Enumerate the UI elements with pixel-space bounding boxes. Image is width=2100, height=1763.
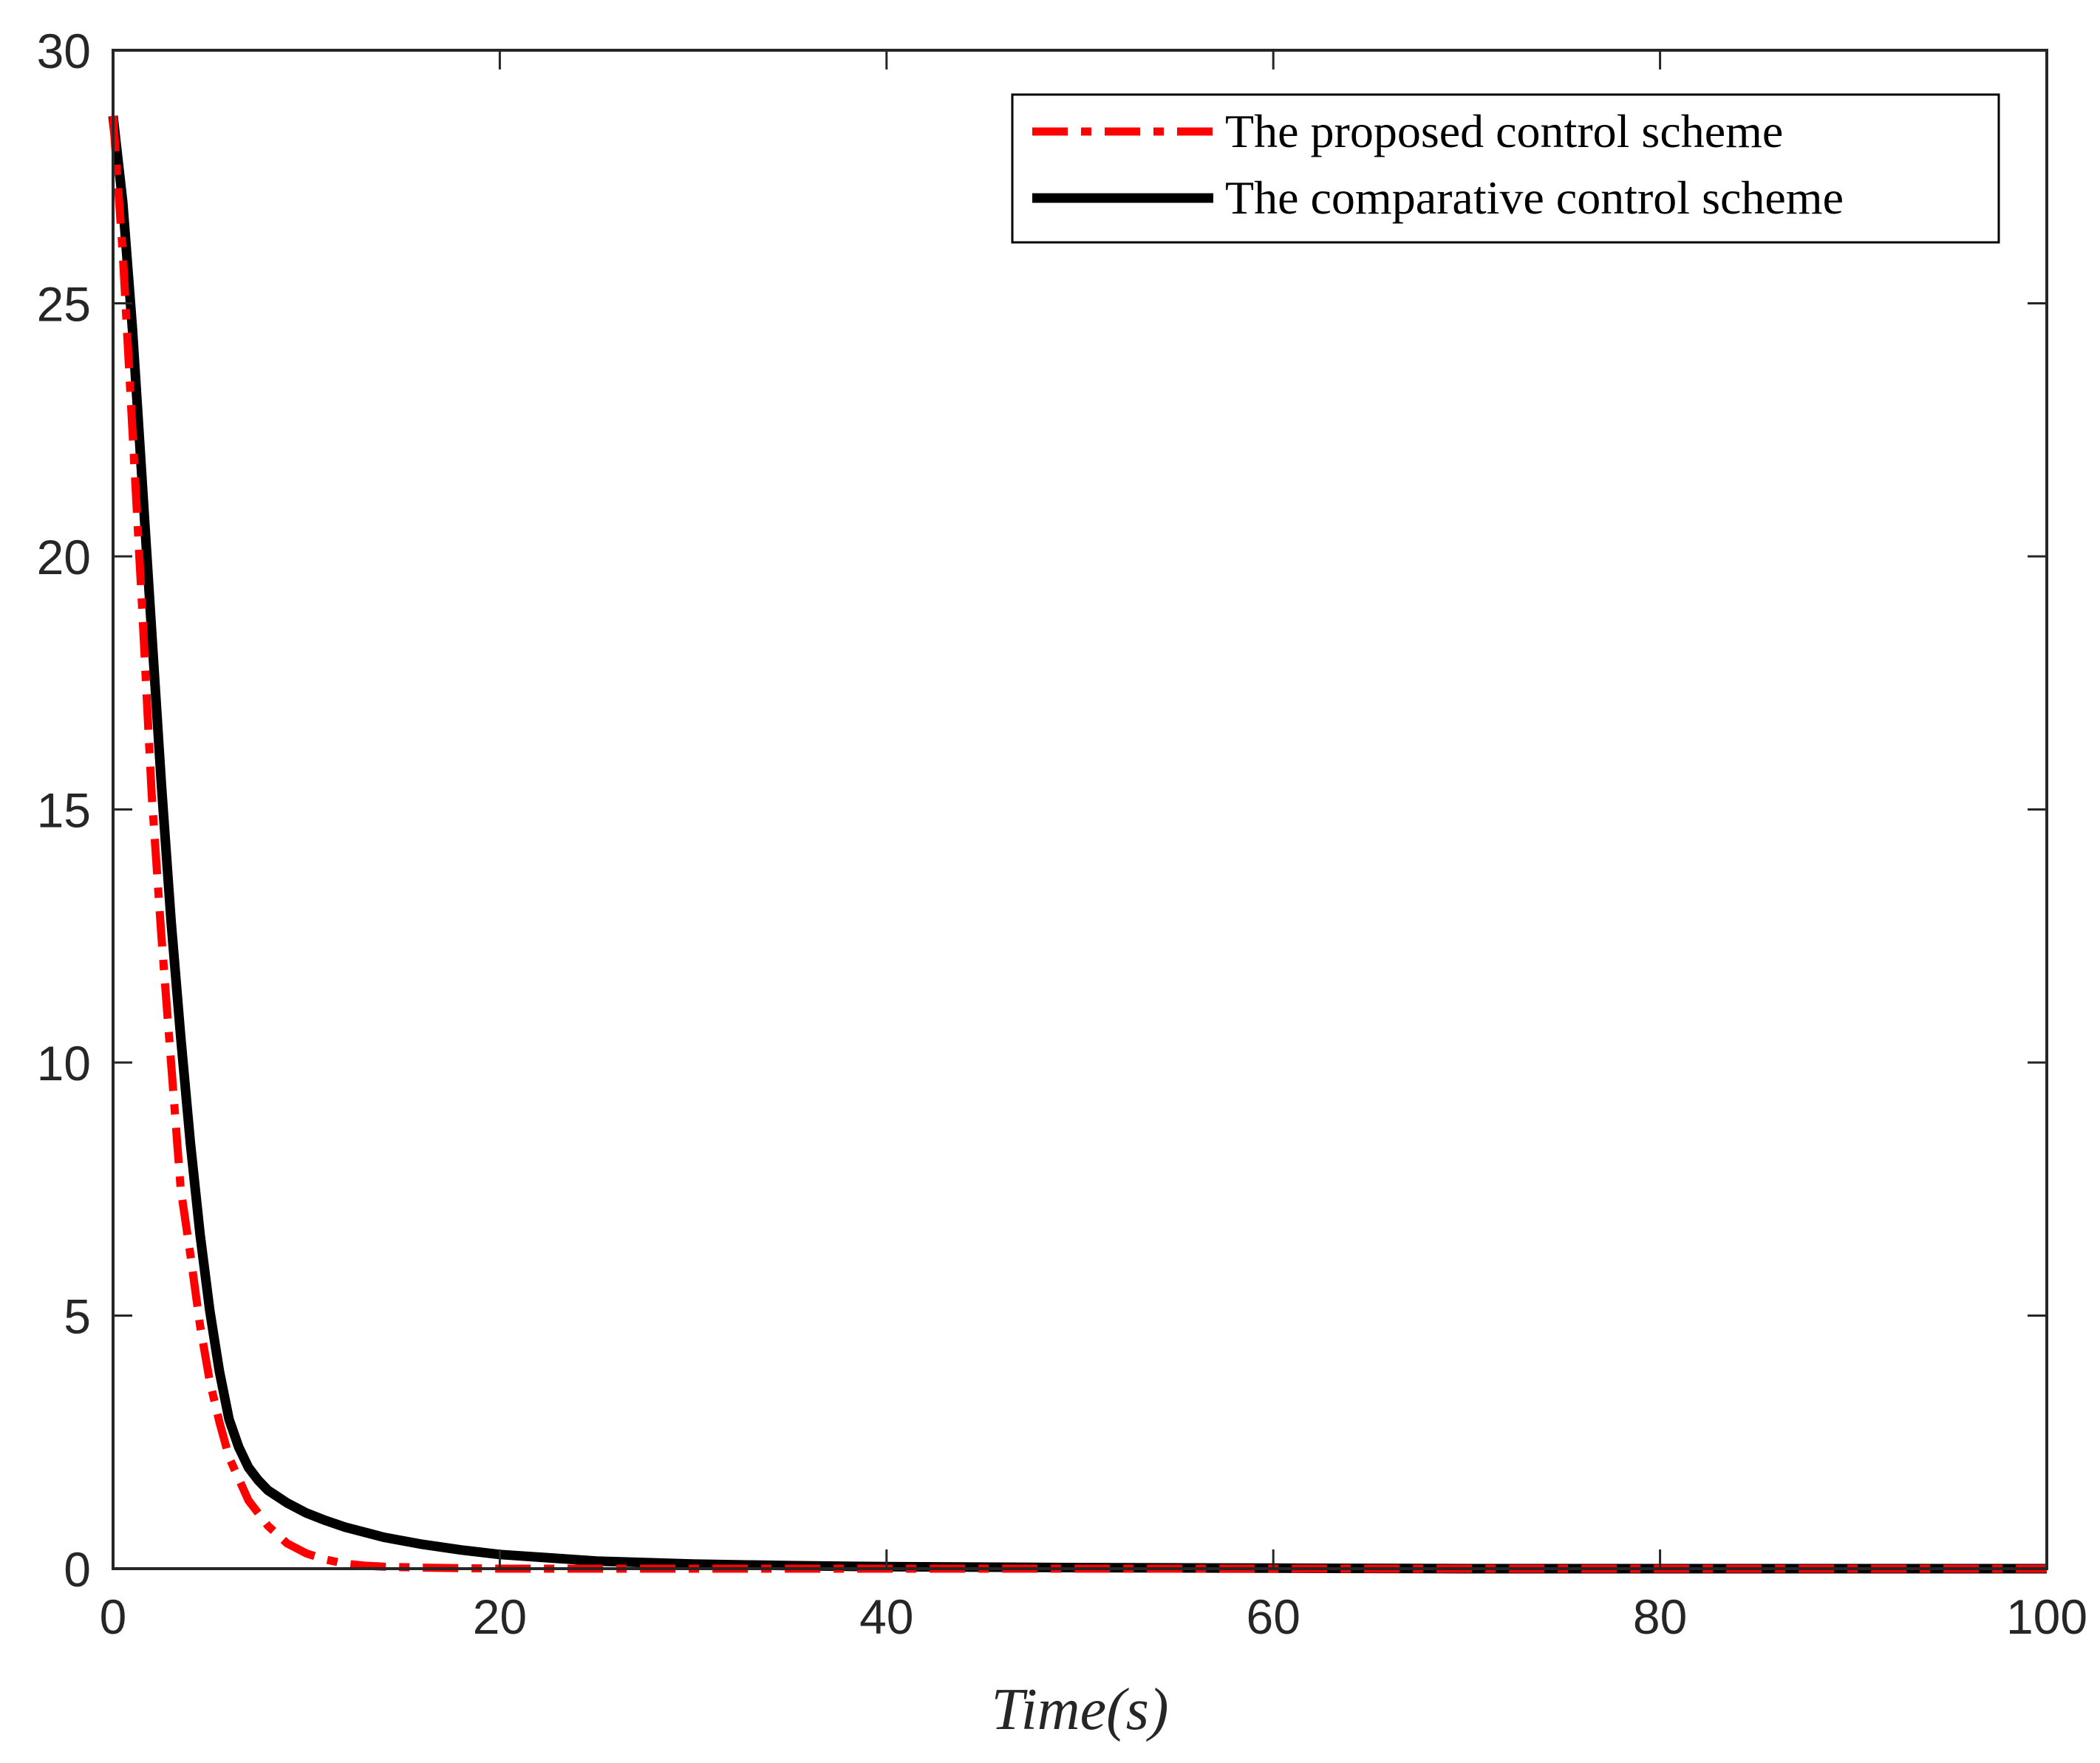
x-axis-label: Time(s) bbox=[992, 1677, 1169, 1742]
x-tick-label: 80 bbox=[1633, 1589, 1687, 1644]
y-tick-label: 5 bbox=[64, 1289, 91, 1344]
y-tick-label: 15 bbox=[37, 783, 91, 838]
legend-label-1: The comparative control scheme bbox=[1225, 171, 1844, 224]
x-tick-label: 40 bbox=[859, 1589, 913, 1644]
y-tick-label: 30 bbox=[37, 24, 91, 78]
y-tick-label: 0 bbox=[64, 1542, 91, 1597]
axis-ticks bbox=[112, 49, 2048, 1570]
legend: The proposed control scheme The comparati… bbox=[1011, 93, 2000, 244]
legend-box bbox=[1011, 93, 2000, 244]
legend-label-0: The proposed control scheme bbox=[1225, 105, 1783, 157]
x-tick-label: 60 bbox=[1246, 1589, 1300, 1644]
x-tick-label: 20 bbox=[473, 1589, 527, 1644]
y-tick-label: 10 bbox=[37, 1036, 91, 1091]
y-tick-label: 25 bbox=[37, 277, 91, 332]
tick-labels: 0 20 40 60 80 100 0 5 10 15 20 25 30 bbox=[37, 24, 2087, 1644]
x-tick-label: 0 bbox=[100, 1589, 127, 1644]
y-tick-label: 20 bbox=[37, 530, 91, 584]
x-tick-label: 100 bbox=[2006, 1589, 2087, 1644]
